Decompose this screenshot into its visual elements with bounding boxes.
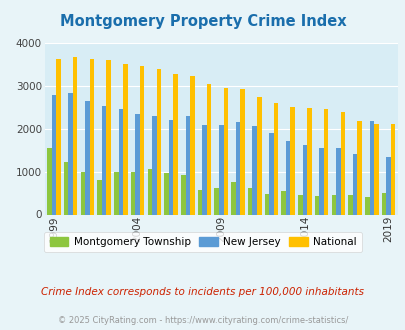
- Bar: [319, 148, 323, 214]
- Bar: [80, 173, 85, 214]
- Bar: [281, 191, 285, 214]
- Bar: [181, 175, 185, 214]
- Bar: [185, 116, 190, 214]
- Bar: [85, 101, 90, 214]
- Bar: [190, 76, 194, 214]
- Bar: [314, 196, 319, 214]
- Bar: [269, 133, 273, 214]
- Bar: [364, 197, 369, 214]
- Text: Montgomery Property Crime Index: Montgomery Property Crime Index: [60, 14, 345, 29]
- Bar: [156, 70, 161, 214]
- Bar: [390, 124, 394, 214]
- Legend: Montgomery Township, New Jersey, National: Montgomery Township, New Jersey, Nationa…: [44, 232, 361, 252]
- Text: © 2025 CityRating.com - https://www.cityrating.com/crime-statistics/: © 2025 CityRating.com - https://www.city…: [58, 315, 347, 325]
- Bar: [273, 103, 277, 214]
- Bar: [235, 122, 240, 214]
- Bar: [197, 190, 202, 214]
- Bar: [331, 195, 335, 214]
- Bar: [323, 109, 328, 214]
- Bar: [247, 188, 252, 214]
- Bar: [56, 59, 60, 214]
- Bar: [51, 95, 56, 214]
- Bar: [285, 141, 290, 214]
- Bar: [252, 126, 256, 214]
- Bar: [90, 59, 94, 214]
- Bar: [118, 109, 123, 214]
- Bar: [202, 125, 206, 214]
- Bar: [64, 162, 68, 214]
- Bar: [114, 172, 118, 214]
- Bar: [302, 145, 307, 214]
- Bar: [72, 57, 77, 214]
- Bar: [206, 83, 211, 214]
- Bar: [123, 64, 127, 214]
- Bar: [164, 173, 168, 214]
- Bar: [307, 108, 311, 214]
- Bar: [135, 114, 139, 214]
- Bar: [223, 87, 228, 214]
- Bar: [147, 169, 152, 214]
- Bar: [231, 182, 235, 214]
- Bar: [264, 194, 269, 214]
- Bar: [352, 154, 356, 214]
- Bar: [168, 120, 173, 214]
- Bar: [369, 120, 373, 214]
- Bar: [214, 188, 218, 214]
- Bar: [173, 74, 177, 214]
- Bar: [356, 120, 361, 214]
- Bar: [386, 157, 390, 214]
- Bar: [130, 172, 135, 214]
- Bar: [347, 195, 352, 214]
- Bar: [256, 96, 261, 214]
- Bar: [335, 148, 340, 214]
- Bar: [106, 60, 111, 214]
- Bar: [218, 125, 223, 214]
- Bar: [290, 107, 294, 214]
- Bar: [373, 124, 378, 214]
- Bar: [152, 116, 156, 214]
- Bar: [340, 112, 344, 214]
- Bar: [68, 93, 72, 214]
- Text: Crime Index corresponds to incidents per 100,000 inhabitants: Crime Index corresponds to incidents per…: [41, 287, 364, 297]
- Bar: [139, 67, 144, 214]
- Bar: [381, 193, 386, 214]
- Bar: [102, 106, 106, 214]
- Bar: [47, 148, 51, 214]
- Bar: [97, 180, 102, 214]
- Bar: [297, 195, 302, 214]
- Bar: [240, 89, 244, 214]
